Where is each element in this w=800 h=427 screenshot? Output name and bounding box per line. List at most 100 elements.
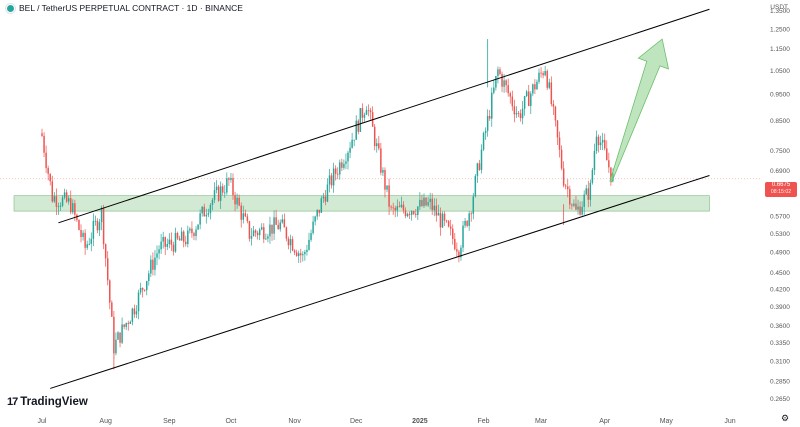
candle[interactable] [579, 206, 581, 215]
candle[interactable] [599, 142, 602, 146]
candle[interactable] [63, 192, 66, 198]
candle[interactable] [164, 237, 166, 247]
candle[interactable] [240, 205, 242, 220]
candle[interactable] [84, 232, 86, 248]
candle[interactable] [226, 178, 228, 193]
candle[interactable] [320, 198, 323, 213]
candle[interactable] [57, 206, 60, 208]
candle[interactable] [207, 213, 210, 215]
candle[interactable] [361, 108, 364, 118]
candle[interactable] [80, 230, 82, 237]
candle[interactable] [464, 220, 466, 226]
candle[interactable] [43, 135, 45, 153]
candle[interactable] [328, 175, 331, 185]
candle[interactable] [187, 230, 189, 245]
candle[interactable] [100, 207, 103, 223]
candle[interactable] [429, 198, 431, 203]
candle[interactable] [388, 185, 390, 207]
candle[interactable] [260, 227, 263, 230]
channel-upper-line[interactable] [58, 8, 710, 224]
candle[interactable] [271, 224, 273, 234]
candle[interactable] [215, 186, 218, 191]
candle[interactable] [289, 239, 292, 246]
candle[interactable] [53, 196, 56, 202]
candle[interactable] [121, 324, 123, 343]
candle[interactable] [478, 163, 481, 170]
candle[interactable] [458, 251, 460, 258]
candle[interactable] [536, 81, 538, 90]
candle[interactable] [398, 206, 401, 208]
candle[interactable] [412, 211, 415, 214]
candle[interactable] [423, 197, 425, 206]
time-axis[interactable]: Jul Aug Sep Oct Nov Dec 2025 Feb Mar Apr May Jun [38, 418, 736, 425]
tradingview-logo[interactable]: 17 TradingView [7, 396, 88, 408]
candle[interactable] [129, 321, 132, 324]
candle[interactable] [131, 308, 134, 322]
candle[interactable] [542, 73, 544, 76]
candle[interactable] [185, 241, 187, 245]
candle[interactable] [562, 168, 565, 186]
candle[interactable] [378, 143, 380, 149]
candle[interactable] [493, 87, 495, 93]
candle[interactable] [544, 71, 546, 76]
candle[interactable] [396, 206, 399, 211]
candle[interactable] [139, 287, 142, 293]
candle[interactable] [145, 281, 148, 291]
candle[interactable] [349, 147, 351, 153]
candle[interactable] [521, 108, 524, 119]
candle[interactable] [297, 253, 300, 256]
candle[interactable] [318, 209, 321, 213]
currency-unit[interactable]: USDT [770, 4, 788, 11]
candle[interactable] [236, 197, 238, 205]
candle[interactable] [540, 72, 542, 74]
candle[interactable] [548, 82, 551, 88]
candle[interactable] [482, 133, 485, 150]
candle[interactable] [219, 186, 222, 201]
candle[interactable] [330, 175, 333, 186]
candle[interactable] [61, 197, 64, 206]
candle[interactable] [447, 221, 450, 227]
candle[interactable] [435, 205, 438, 216]
candle[interactable] [291, 239, 294, 251]
candle[interactable] [59, 205, 62, 207]
candle[interactable] [322, 196, 325, 199]
candle[interactable] [419, 199, 421, 207]
candle[interactable] [431, 198, 433, 211]
candle[interactable] [211, 199, 214, 205]
candle[interactable] [65, 192, 68, 202]
candle[interactable] [341, 162, 343, 168]
candle[interactable] [111, 302, 113, 317]
candle[interactable] [170, 239, 173, 245]
candle[interactable] [213, 190, 216, 200]
candle[interactable] [281, 219, 284, 223]
candle[interactable] [443, 213, 446, 221]
candle[interactable] [195, 229, 197, 237]
projection-arrow[interactable] [609, 38, 670, 183]
candle[interactable] [180, 231, 183, 241]
candle[interactable] [445, 220, 448, 222]
candle[interactable] [234, 195, 236, 205]
candle[interactable] [217, 186, 220, 201]
candle[interactable] [304, 252, 306, 255]
candle[interactable] [230, 177, 232, 180]
candle[interactable] [363, 114, 366, 118]
candle[interactable] [117, 332, 119, 340]
candle[interactable] [560, 149, 563, 169]
candle[interactable] [90, 238, 93, 244]
candle[interactable] [82, 232, 84, 237]
candle[interactable] [193, 233, 195, 237]
candle[interactable] [351, 139, 353, 148]
candle[interactable] [382, 170, 384, 173]
candle[interactable] [127, 323, 130, 324]
candle[interactable] [427, 202, 429, 206]
candle[interactable] [564, 185, 567, 187]
candle[interactable] [433, 205, 436, 211]
candle[interactable] [166, 243, 169, 247]
candle[interactable] [451, 228, 454, 239]
candle[interactable] [534, 84, 536, 90]
candle[interactable] [168, 239, 171, 244]
candle[interactable] [365, 110, 368, 115]
candle[interactable] [408, 213, 411, 215]
candle[interactable] [503, 80, 505, 87]
